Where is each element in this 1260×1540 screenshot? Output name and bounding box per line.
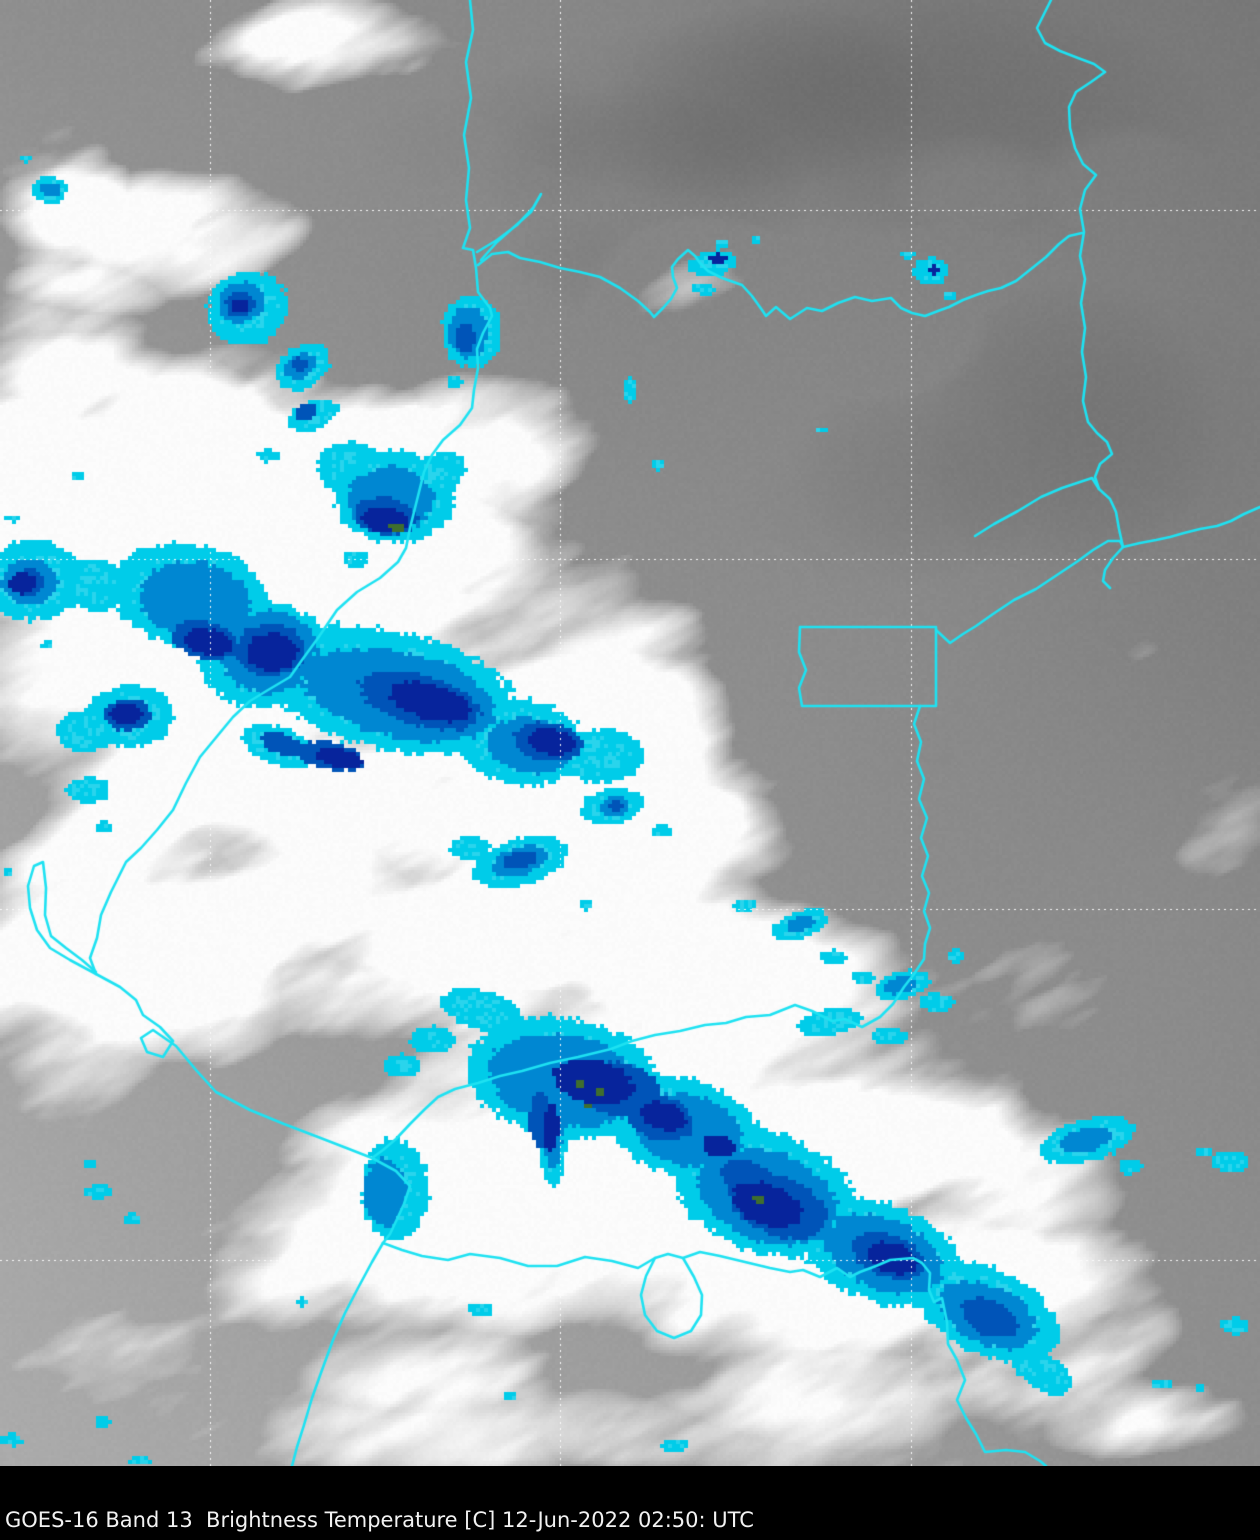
satellite-map — [0, 0, 1260, 1466]
satellite-image-canvas — [0, 0, 1260, 1466]
caption-bar: GOES-16 Band 13 Brightness Temperature [… — [0, 1466, 1260, 1540]
caption-text: GOES-16 Band 13 Brightness Temperature [… — [5, 1508, 754, 1532]
